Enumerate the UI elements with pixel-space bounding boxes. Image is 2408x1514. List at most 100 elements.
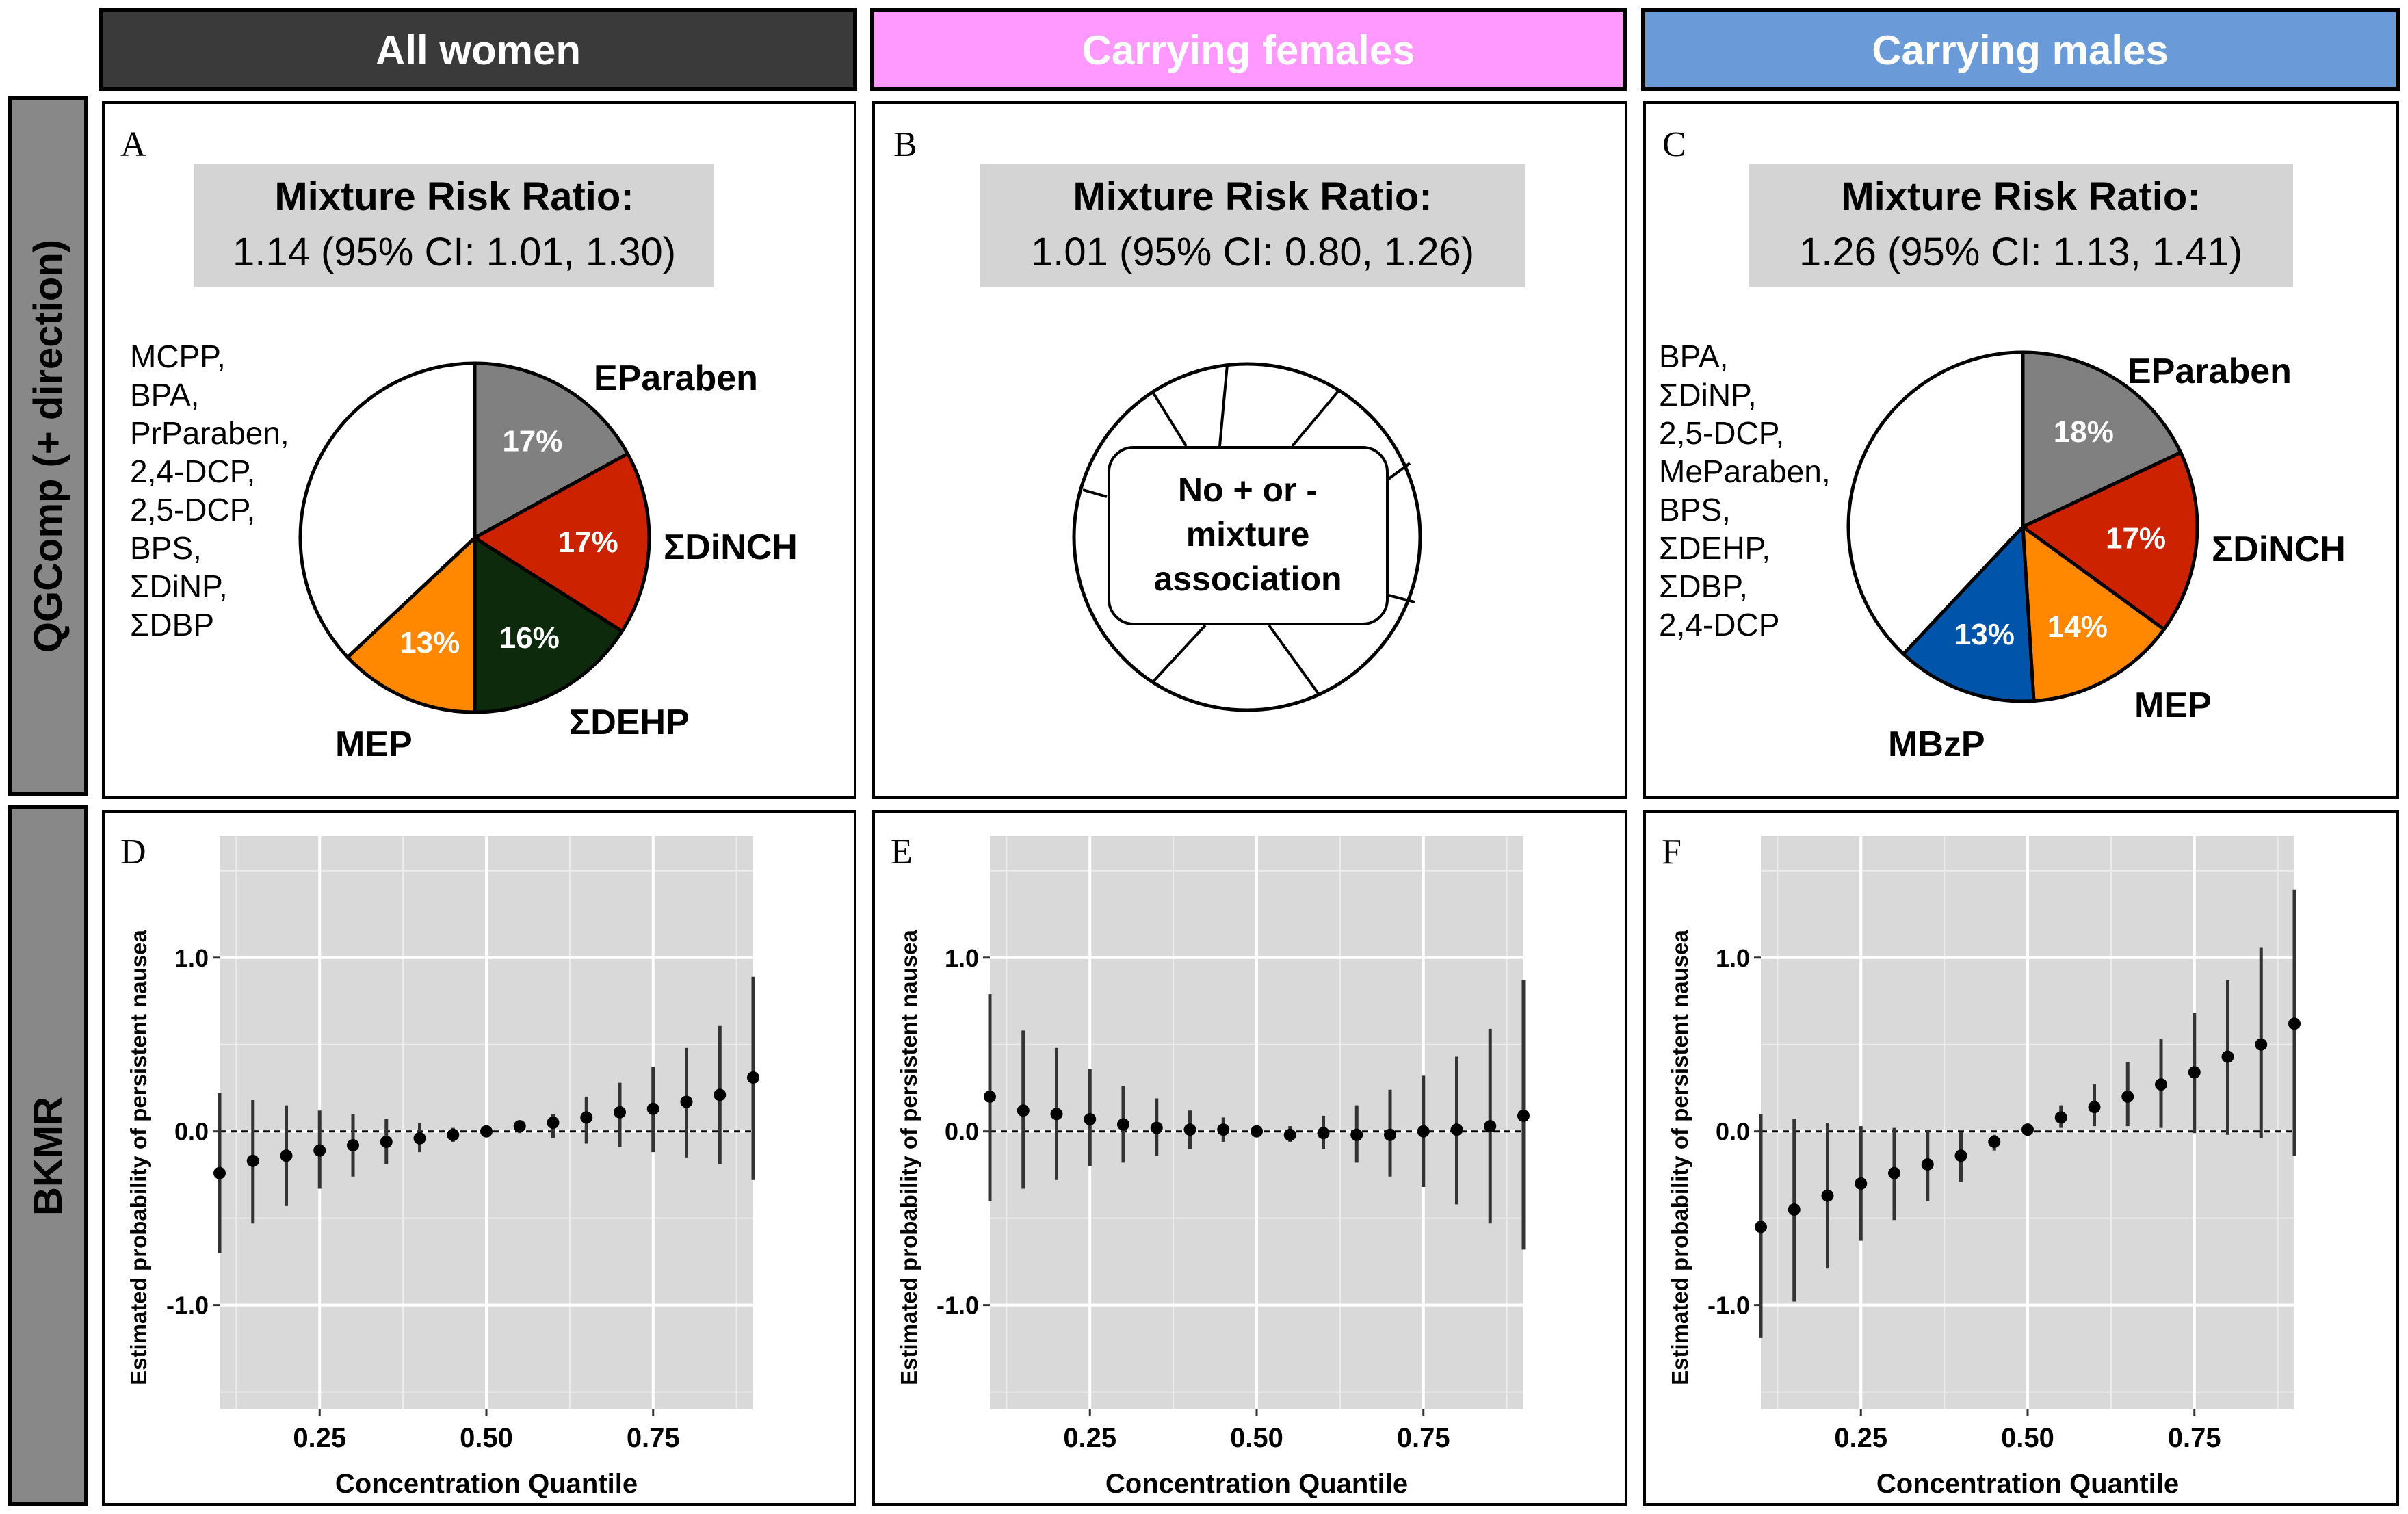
- estimate-point: [1484, 1120, 1497, 1133]
- y-tick-label: -1.0: [1707, 1292, 1750, 1320]
- estimate-point: [1283, 1128, 1296, 1141]
- estimate-point: [2021, 1123, 2034, 1136]
- mrr-box: [980, 164, 1525, 287]
- y-tick-label: 0.0: [945, 1118, 979, 1146]
- x-axis-title: Concentration Quantile: [1876, 1469, 2179, 1499]
- x-tick-label: 0.75: [1397, 1423, 1450, 1453]
- estimate-point: [1251, 1125, 1263, 1138]
- estimate-point: [2121, 1090, 2134, 1103]
- estimate-point: [1384, 1128, 1396, 1141]
- estimate-point: [480, 1125, 493, 1138]
- row-label-bg: [8, 805, 88, 1506]
- row-label-text: QGComp (+ direction): [26, 239, 70, 653]
- pie-slice-pct-label: 18%: [2054, 415, 2114, 449]
- bkmr-plot-e: 1.0 0.0 -1.0 0.25 0.50 0.75 Concentration Quan…: [891, 833, 1530, 1499]
- empty-wheel-chart: No + or - mixture association: [1072, 362, 1422, 712]
- row-label-text: BKMR: [26, 1097, 70, 1216]
- estimate-point: [547, 1117, 560, 1129]
- weight-pie-chart: 18% 17% 14% 13%: [1846, 350, 2199, 703]
- estimate-point: [1821, 1189, 1834, 1202]
- no-association-line: association: [1153, 560, 1342, 598]
- panel-letter: F: [1662, 833, 1681, 872]
- estimate-point: [380, 1135, 393, 1148]
- group-header-carrying-males: Carrying males: [1641, 8, 2400, 91]
- panel-letter: E: [891, 833, 913, 872]
- component-name: BPS,: [130, 530, 202, 566]
- wheel-spoke: [1387, 462, 1411, 480]
- component-name: MeParaben,: [1659, 454, 1831, 489]
- wheel-spoke: [1291, 389, 1340, 447]
- pie-slice: [2021, 523, 2167, 703]
- estimate-point: [984, 1090, 996, 1103]
- group-header-bg: [1641, 8, 2400, 91]
- pie-slice: [471, 451, 651, 634]
- estimate-point: [2288, 1017, 2301, 1030]
- estimate-point: [280, 1149, 293, 1162]
- estimate-point: [2188, 1066, 2201, 1079]
- mrr-box: [1749, 164, 2293, 287]
- estimate-point: [1921, 1158, 1934, 1171]
- pie-slice: [1846, 350, 2025, 657]
- estimate-point: [2221, 1050, 2234, 1063]
- panel-letter: D: [120, 833, 146, 872]
- estimate-point: [1117, 1118, 1129, 1131]
- group-header-label: All women: [376, 27, 581, 73]
- pie-slice: [345, 534, 477, 714]
- component-name: BPS,: [1659, 492, 1731, 527]
- estimate-point: [447, 1128, 460, 1141]
- wheel-spoke: [1268, 624, 1320, 696]
- estimate-point: [646, 1102, 659, 1115]
- estimate-point: [1350, 1128, 1363, 1141]
- group-header-label: Carrying males: [1872, 27, 2169, 73]
- x-tick-label: 0.50: [460, 1423, 513, 1453]
- row-label-bkmr: BKMR: [8, 805, 88, 1506]
- mrr-title: Mixture Risk Ratio:: [1073, 174, 1432, 219]
- x-tick-label: 0.25: [1063, 1423, 1116, 1453]
- other-components-list: BPA, ΣDiNP, 2,5-DCP, MeParaben, BPS, ΣDE…: [1659, 339, 1831, 642]
- y-tick-label: 0.0: [174, 1118, 209, 1146]
- component-name: ΣDiNP,: [1659, 377, 1757, 413]
- x-tick-label: 0.25: [293, 1423, 346, 1453]
- y-tick-label: -1.0: [166, 1292, 209, 1320]
- estimate-point: [1317, 1127, 1330, 1140]
- estimate-point: [1517, 1109, 1530, 1122]
- wheel-spoke: [1151, 624, 1207, 683]
- row-label-qgcomp: QGComp (+ direction): [8, 96, 88, 796]
- mrr-value: 1.01 (95% CI: 0.80, 1.26): [1031, 230, 1474, 274]
- pie-slice-pct-label: 14%: [2047, 610, 2108, 644]
- pie-slice-name-dinch: ΣDiNCH: [2212, 530, 2346, 569]
- estimate-point: [580, 1111, 593, 1124]
- estimate-point: [246, 1154, 259, 1167]
- estimate-point: [680, 1095, 693, 1108]
- group-header-bg: [870, 8, 1627, 91]
- component-name: PrParaben,: [130, 415, 289, 451]
- estimate-point: [1084, 1112, 1097, 1125]
- estimate-point: [714, 1088, 727, 1101]
- y-tick-label: 1.0: [1716, 944, 1750, 972]
- bkmr-plot-f: 1.0 0.0 -1.0 0.25 0.50 0.75 Concentration Quan…: [1662, 833, 2301, 1499]
- bkmr-plot-d: 1.0 0.0 -1.0 0.25 0.50 0.75 Concentration Quan…: [120, 833, 759, 1499]
- group-header-bg: [99, 8, 857, 91]
- estimate-point: [1150, 1121, 1163, 1134]
- estimate-point: [1217, 1123, 1230, 1136]
- pie-slice: [473, 361, 630, 541]
- component-name: MCPP,: [130, 339, 226, 374]
- component-name: ΣDBP,: [1659, 569, 1748, 604]
- estimate-point: [1050, 1108, 1063, 1121]
- panel-letter: A: [120, 125, 146, 164]
- estimate-point: [1855, 1177, 1868, 1190]
- y-tick-label: 0.0: [1716, 1118, 1750, 1146]
- panel-a: A Mixture Risk Ratio: 1.14 (95% CI: 1.01…: [120, 125, 798, 764]
- pie-slice-name-dehp: ΣDEHP: [569, 703, 690, 742]
- estimate-point: [1450, 1123, 1463, 1136]
- mrr-value: 1.14 (95% CI: 1.01, 1.30): [233, 230, 676, 274]
- estimate-point: [1954, 1149, 1967, 1162]
- y-tick-label: 1.0: [174, 944, 209, 972]
- component-name: ΣDiNP,: [130, 569, 228, 604]
- pie-slice-pct-label: 17%: [558, 525, 618, 559]
- component-name: BPA,: [130, 377, 199, 413]
- estimate-point: [614, 1106, 626, 1119]
- estimate-point: [2155, 1078, 2167, 1091]
- panel-b: B Mixture Risk Ratio: 1.01 (95% CI: 0.80…: [893, 125, 1525, 712]
